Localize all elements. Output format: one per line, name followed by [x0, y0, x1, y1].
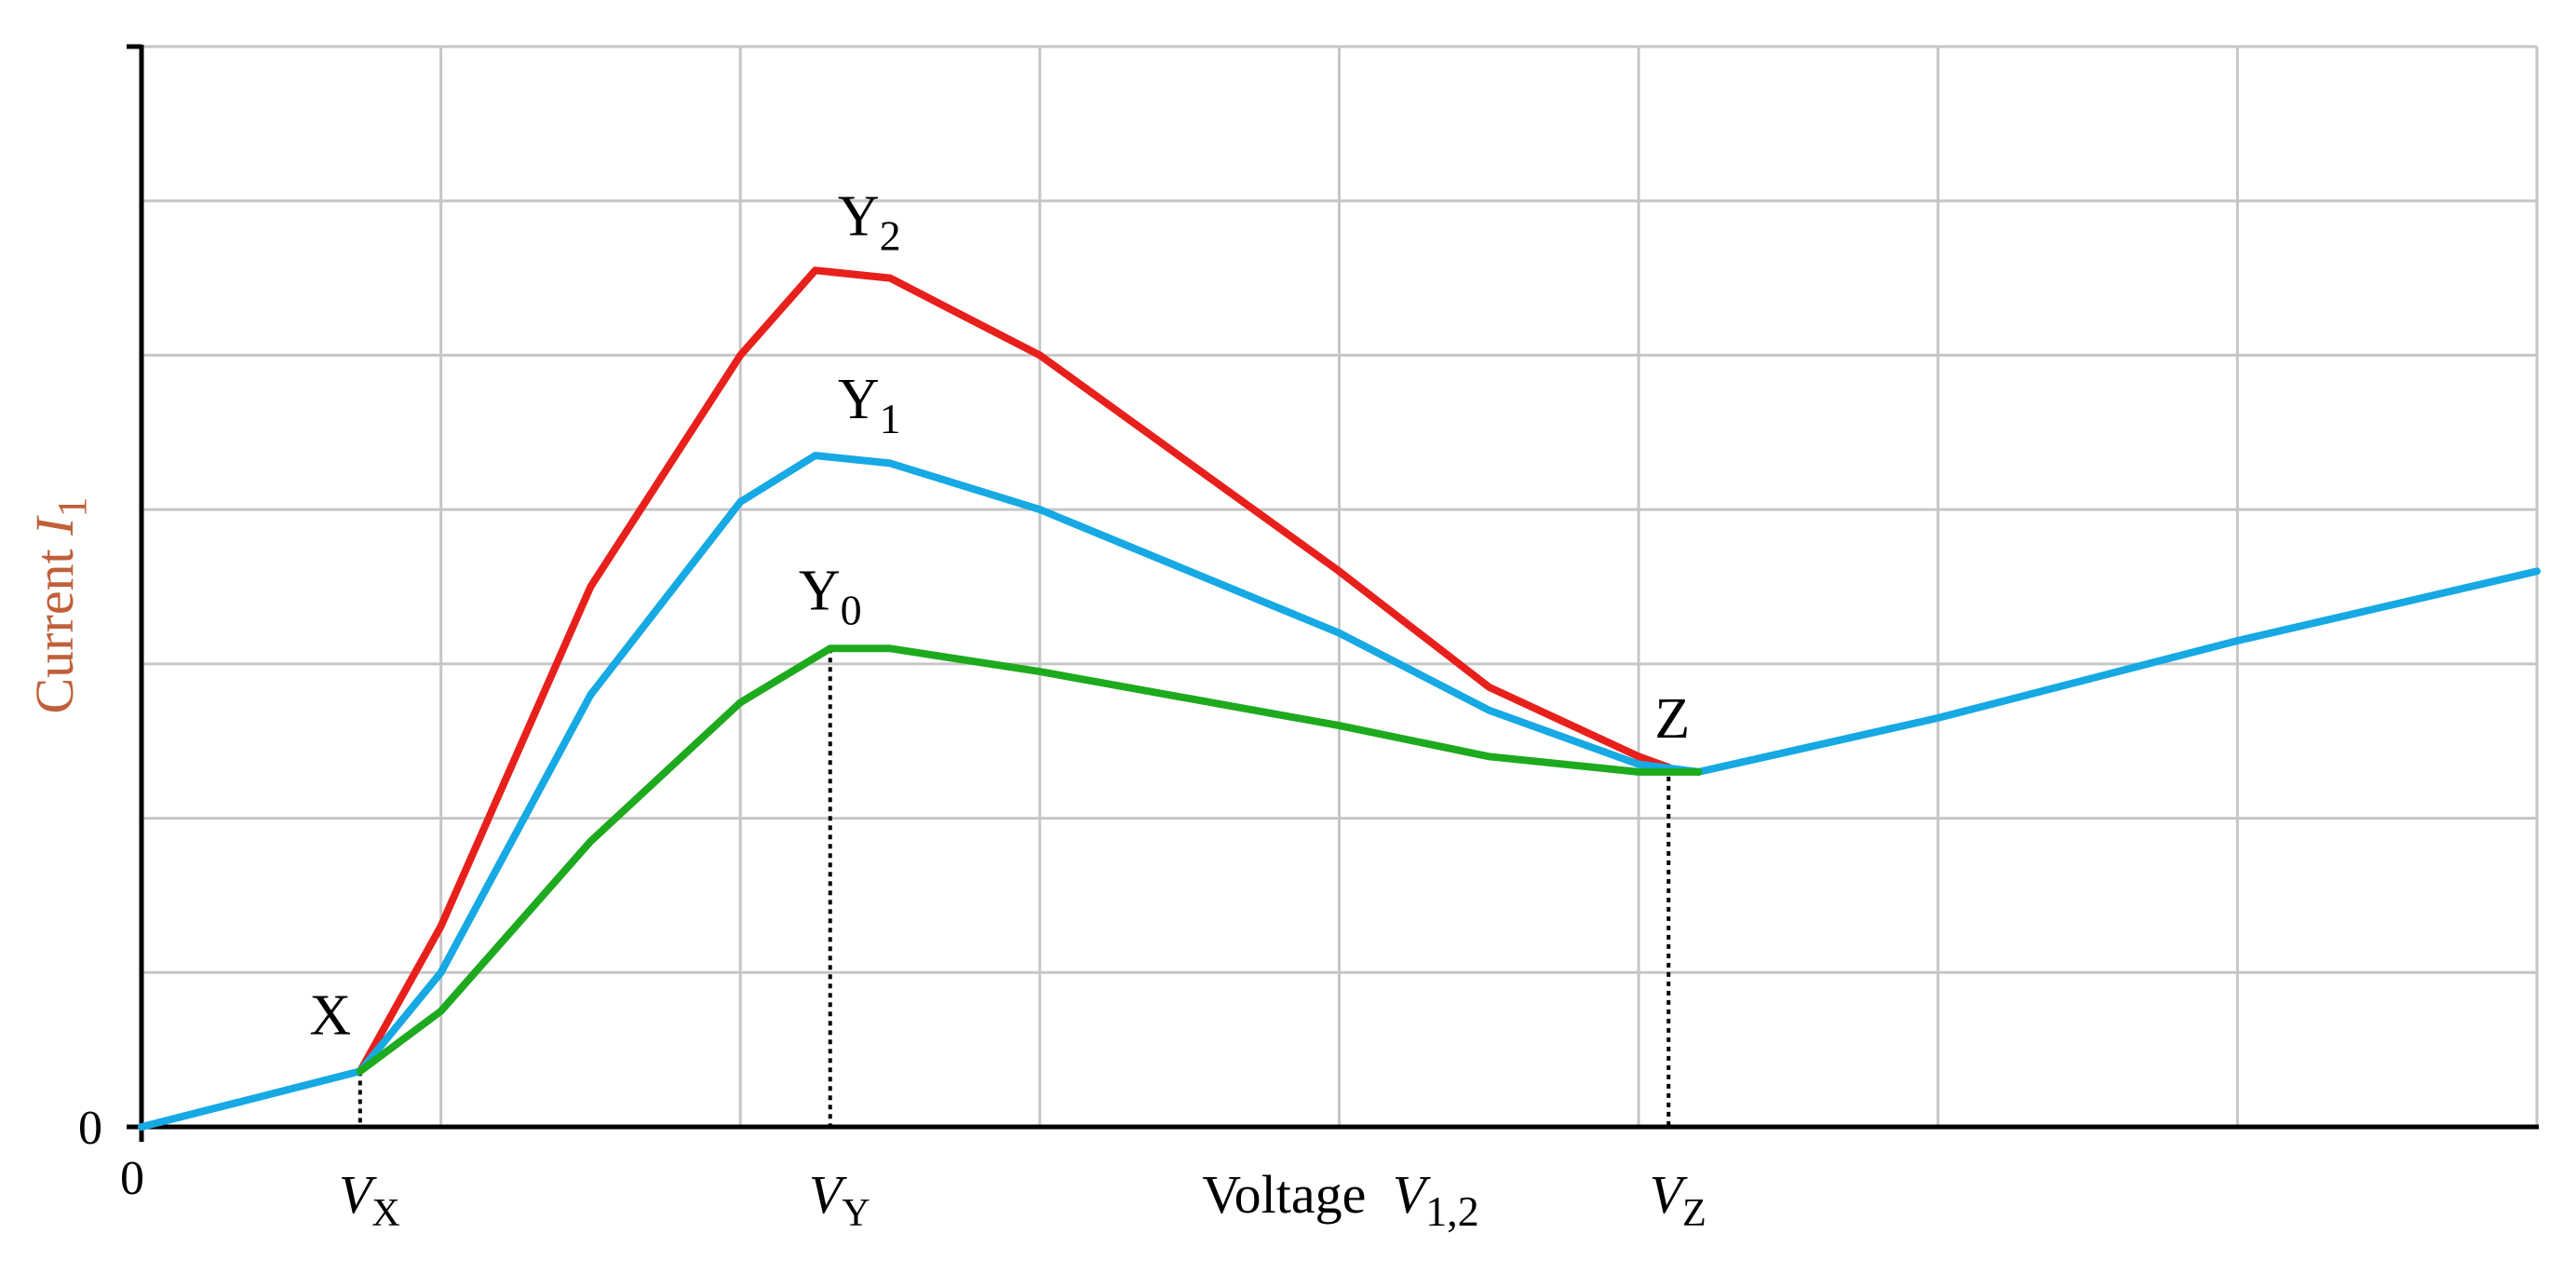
axes — [127, 44, 2539, 1142]
x-origin-label: 0 — [120, 1152, 144, 1205]
x-marker-var: V — [1650, 1164, 1689, 1225]
series-line-red — [356, 266, 1673, 1076]
point-label-base: Z — [1654, 687, 1690, 751]
x-axis-label: Voltage V1,2 — [1202, 1164, 1479, 1235]
x-marker-sub: Z — [1682, 1192, 1706, 1235]
grid-lines — [142, 45, 2539, 1127]
y-axis-label-var: I — [24, 515, 85, 536]
point-label-base: Y — [838, 368, 880, 431]
x-marker-label: VX — [339, 1164, 400, 1235]
point-label-sub: 0 — [841, 586, 862, 633]
point-label: X — [309, 983, 351, 1047]
x-marker-sub: Y — [842, 1192, 870, 1235]
point-label: Y1 — [838, 368, 901, 442]
x-marker-var: V — [339, 1164, 378, 1225]
y-axis-label-text: Current — [24, 536, 85, 714]
point-label-base: Y — [799, 559, 841, 622]
marker-guide-lines — [357, 648, 1671, 1127]
series-line-blue — [138, 452, 2541, 1131]
point-label: Y2 — [838, 184, 901, 259]
point-label-sub: 1 — [880, 395, 901, 442]
point-label: Z — [1654, 687, 1690, 751]
point-label: Y0 — [799, 559, 862, 633]
series-lines — [138, 266, 2541, 1131]
x-axis-label-sub: 1,2 — [1425, 1187, 1479, 1235]
x-axis-label-text: Voltage — [1202, 1164, 1380, 1225]
y-axis-label-sub: 1 — [49, 497, 95, 518]
series-line-green — [356, 644, 1703, 1076]
y-axis-label: Current I1 — [24, 497, 95, 714]
x-marker-label: VY — [809, 1164, 870, 1235]
y-origin-label: 0 — [78, 1102, 102, 1155]
point-label-base: X — [309, 983, 351, 1047]
x-marker-label: VZ — [1650, 1164, 1706, 1235]
x-marker-sub: X — [371, 1192, 399, 1235]
point-label-sub: 2 — [880, 211, 901, 259]
point-label-base: Y — [838, 184, 880, 248]
x-marker-var: V — [809, 1164, 848, 1225]
x-axis-label-var: V — [1393, 1164, 1432, 1225]
